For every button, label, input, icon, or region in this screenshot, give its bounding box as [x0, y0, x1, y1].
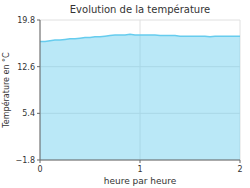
x-tick — [240, 160, 241, 163]
y-tick-label: 12.6 — [17, 63, 35, 72]
area-fill — [40, 34, 240, 160]
grid-line-x — [40, 20, 41, 160]
y-tick — [37, 113, 40, 114]
area-line — [40, 34, 240, 41]
x-tick-label: 0 — [37, 165, 42, 174]
x-axis-label: heure par heure — [104, 176, 177, 186]
plot-area — [40, 34, 240, 160]
y-tick — [37, 66, 40, 67]
chart-title: Evolution de la température — [70, 4, 210, 15]
y-tick-label: 5.4 — [22, 109, 35, 118]
x-tick-label: 2 — [237, 165, 242, 174]
y-tick-label: 19.8 — [17, 16, 35, 25]
x-tick — [140, 160, 141, 163]
x-tick-label: 1 — [137, 165, 142, 174]
chart-svg: −1.8 5.4 12.6 19.8 0 1 2 Evolution de la tempér… — [0, 0, 250, 188]
y-axis-label: Température en °C — [1, 52, 11, 129]
y-tick-label: −1.8 — [16, 156, 35, 165]
x-tick — [40, 160, 41, 163]
y-axis-line — [40, 20, 41, 160]
y-tick — [37, 20, 40, 21]
axes: −1.8 5.4 12.6 19.8 0 1 2 — [16, 16, 243, 174]
grid — [40, 20, 240, 160]
chart-container: −1.8 5.4 12.6 19.8 0 1 2 Evolution de la tempér… — [0, 0, 250, 188]
